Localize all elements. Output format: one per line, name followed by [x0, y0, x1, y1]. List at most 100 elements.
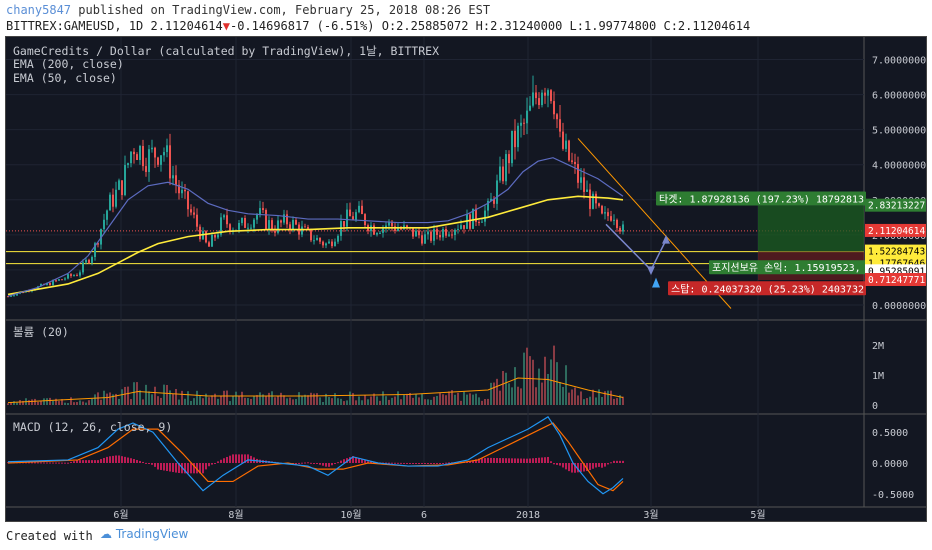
candle-body: [64, 278, 66, 280]
candle-body: [79, 272, 81, 276]
volume-bar: [343, 401, 345, 405]
macd-hist-bar: [367, 461, 369, 463]
candle-body: [112, 194, 114, 207]
volume-bar: [61, 399, 63, 405]
volume-bar: [538, 368, 540, 405]
volume-bar: [187, 391, 189, 405]
candle-body: [490, 198, 492, 201]
volume-bar: [610, 390, 612, 405]
macd-hist-bar: [469, 461, 471, 463]
macd-hist-bar: [229, 455, 231, 463]
candle-body: [268, 220, 270, 229]
volume-bar: [604, 391, 606, 405]
macd-hist-bar: [82, 460, 84, 463]
volume-bar: [169, 390, 171, 405]
volume-bar: [259, 392, 261, 405]
candle-body: [379, 232, 381, 234]
macd-hist-bar: [352, 456, 354, 463]
volume-tick-label: 2M: [872, 341, 884, 352]
macd-hist-bar: [184, 463, 186, 474]
macd-hist-bar: [118, 455, 120, 463]
legend-ema200: EMA (200, close): [13, 57, 124, 71]
macd-hist-bar: [610, 462, 612, 464]
macd-hist-bar: [106, 456, 108, 463]
symbol-text: BITTREX:GAMEUSD, 1D 2.11204614: [6, 19, 223, 33]
volume-bar: [241, 391, 243, 405]
volume-bar: [94, 394, 96, 405]
macd-hist-bar: [412, 463, 414, 464]
volume-bar: [583, 399, 585, 405]
candle-body: [475, 208, 477, 222]
tradingview-brand: TradingView: [115, 527, 189, 541]
volume-bar: [49, 397, 51, 405]
volume-bar: [559, 382, 561, 405]
candle-body: [511, 130, 513, 164]
macd-hist-bar: [139, 460, 141, 463]
target-price-tag-bg: [865, 198, 926, 212]
tradingview-logo-icon[interactable]: ☁ TradingView: [100, 527, 189, 541]
volume-bar: [46, 398, 48, 405]
volume-bar: [313, 393, 315, 405]
volume-bar: [472, 394, 474, 405]
volume-bar: [280, 392, 282, 405]
volume-bar: [523, 352, 525, 405]
macd-hist-bar: [424, 463, 426, 464]
volume-bar: [337, 398, 339, 405]
legend-title: GameCredits / Dollar (calculated by Trad…: [13, 44, 439, 58]
macd-hist-bar: [532, 458, 534, 463]
candle-body: [445, 228, 447, 236]
candle-body: [145, 166, 147, 172]
macd-hist-bar: [163, 463, 165, 471]
macd-hist-bar: [28, 462, 30, 464]
macd-hist-bar: [364, 460, 366, 463]
volume-bar: [181, 390, 183, 405]
volume-bar: [616, 398, 618, 405]
candle-body: [271, 220, 273, 231]
macd-hist-bar: [148, 463, 150, 464]
volume-bar: [85, 402, 87, 405]
volume-bar: [427, 399, 429, 405]
candle-body: [469, 214, 471, 229]
footer: Created with ☁ TradingView: [0, 522, 932, 550]
candle-body: [250, 227, 252, 229]
macd-hist-bar: [64, 462, 66, 464]
volume-bar: [460, 400, 462, 405]
entry-arrow-icon: [652, 277, 660, 288]
volume-bar: [481, 400, 483, 405]
macd-hist-bar: [55, 462, 57, 464]
volume-bar: [22, 400, 24, 405]
candle-body: [133, 151, 135, 155]
candle-body: [61, 279, 63, 281]
volume-bar: [154, 386, 156, 405]
volume-bar: [541, 382, 543, 405]
volume-bar: [334, 393, 336, 405]
support-price-tag: 1.17767646: [868, 259, 925, 270]
macd-hist-bar: [337, 462, 339, 464]
candle-body: [127, 163, 129, 166]
macd-hist-bar: [484, 458, 486, 463]
macd-hist-bar: [490, 457, 492, 463]
volume-bar: [577, 395, 579, 405]
candle-body: [301, 226, 303, 235]
volume-bar: [157, 396, 159, 405]
candle-body: [349, 209, 351, 217]
candle-body: [505, 154, 507, 182]
candle-body: [436, 228, 438, 235]
candle-body: [184, 189, 186, 192]
macd-hist-bar: [607, 463, 609, 465]
macd-signal-line: [7, 422, 624, 492]
volume-bar: [79, 400, 81, 405]
candle-body: [619, 228, 621, 232]
volume-bar: [439, 393, 441, 405]
candle-body: [523, 122, 525, 124]
macd-hist-bar: [331, 463, 333, 466]
candle-body: [448, 234, 450, 236]
author-link[interactable]: chany5847: [6, 3, 72, 17]
candle-body: [565, 140, 567, 149]
macd-hist-bar: [592, 463, 594, 469]
down-arrow-icon: ▼: [222, 19, 230, 33]
volume-bar: [232, 395, 234, 405]
volume-bar: [271, 391, 273, 405]
